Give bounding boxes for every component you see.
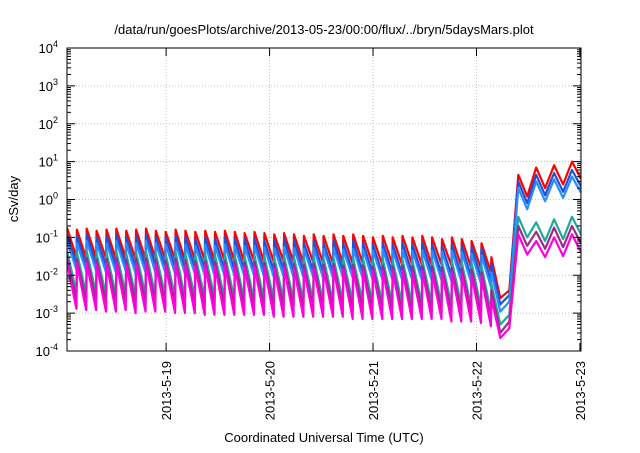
x-tick-label: 2013-5-20 bbox=[263, 361, 278, 420]
x-axis-label: Coordinated Universal Time (UTC) bbox=[224, 430, 423, 445]
x-tick-label: 2013-5-19 bbox=[159, 361, 174, 420]
series-line bbox=[67, 233, 581, 340]
y-tick-label: 104 bbox=[39, 39, 58, 56]
series-line bbox=[67, 215, 581, 326]
series-line bbox=[67, 168, 581, 306]
series-line bbox=[67, 175, 581, 313]
axes: 10-4 10-3 10-2 10-1 100 101 102 103 104 2013-5-19… bbox=[36, 39, 588, 420]
series-line bbox=[67, 160, 581, 300]
x-tick-label: 2013-5-22 bbox=[469, 361, 484, 420]
y-tick-label: 100 bbox=[39, 191, 58, 208]
y-tick-label: 10-4 bbox=[36, 342, 58, 359]
series-line bbox=[67, 224, 581, 334]
y-tick-label: 10-2 bbox=[36, 266, 58, 283]
chart-title: /data/run/goesPlots/archive/2013-05-23/0… bbox=[114, 22, 534, 37]
x-tick-label: 2013-5-23 bbox=[573, 361, 588, 420]
y-tick-label: 101 bbox=[39, 153, 58, 170]
x-tick-label: 2013-5-21 bbox=[366, 361, 381, 420]
y-tick-label: 10-3 bbox=[36, 304, 58, 321]
y-tick-label: 102 bbox=[39, 115, 58, 132]
y-tick-label: 10-1 bbox=[36, 228, 58, 245]
series-layer bbox=[67, 160, 581, 340]
y-tick-label: 103 bbox=[39, 77, 58, 94]
y-axis-label: cSv/day bbox=[6, 175, 21, 222]
